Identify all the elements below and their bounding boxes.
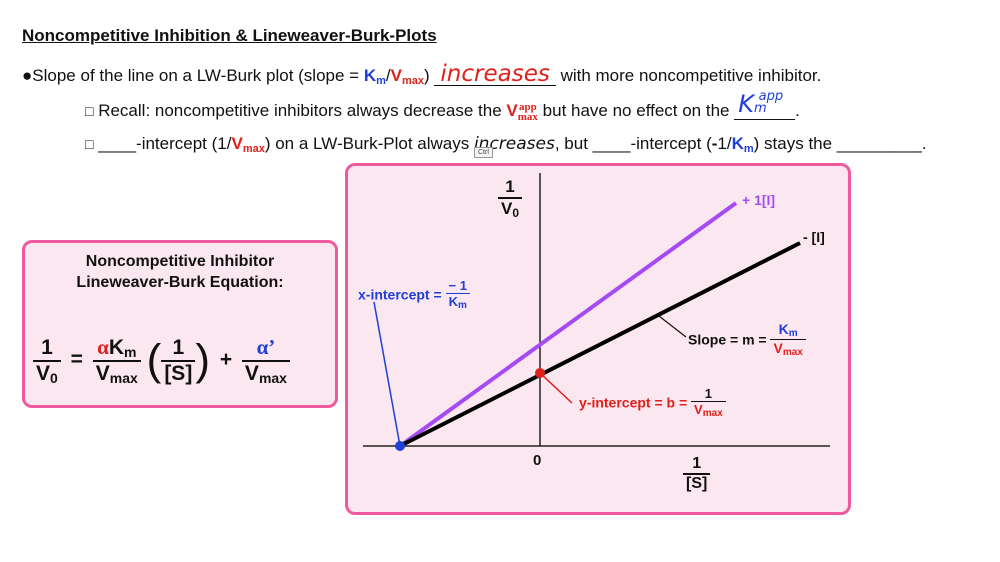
paren-close: ) xyxy=(424,66,430,85)
y-intercept-label: y-intercept = b = 1 Vmax xyxy=(579,386,726,419)
page-title: Noncompetitive Inhibition & Lineweaver-B… xyxy=(22,26,437,45)
bullet-text: Recall: noncompetitive inhibitors always… xyxy=(98,101,507,120)
km-symbol: Km xyxy=(731,134,754,155)
vmax-app-symbol: V xyxy=(506,101,518,120)
paren-open: ( xyxy=(146,335,162,385)
slope-pointer xyxy=(658,315,687,338)
inhibited-line-label: + 1[I] xyxy=(742,192,776,208)
x-intercept-pointer xyxy=(373,301,401,447)
bullet-text-end: with more noncompetitive inhibitor. xyxy=(555,66,822,85)
x-intercept-label: x-intercept = − 1 Km xyxy=(358,278,470,311)
period: . xyxy=(795,101,800,120)
paren-close: ) xyxy=(195,335,210,385)
equals-sign: = xyxy=(70,348,83,372)
bullet-text: ) on a LW-Burk-Plot always xyxy=(264,134,474,153)
blank: _________ xyxy=(836,134,922,153)
slash: / xyxy=(385,66,391,85)
origin-label: 0 xyxy=(533,452,542,469)
x-intercept-point xyxy=(395,441,405,451)
checkbox-icon: □ xyxy=(85,136,94,152)
bullet-text: -intercept (1/ xyxy=(136,134,232,153)
plus-sign: + xyxy=(219,348,233,372)
bullet-text: -intercept ( xyxy=(630,134,712,153)
y-intercept-point xyxy=(535,368,545,378)
lineweaver-burk-plot xyxy=(345,163,851,515)
bullet-text: , but xyxy=(554,134,593,153)
neg-sign: - xyxy=(711,134,718,153)
bullet-text-end: but have no effect on the xyxy=(537,101,730,120)
slope-label: Slope = m = Km Vmax xyxy=(688,321,806,358)
checkbox-icon: □ xyxy=(85,103,94,119)
bullet-text: Slope of the line on a LW-Burk plot (slo… xyxy=(32,66,364,85)
handwritten-answer-increases: increases xyxy=(434,63,556,86)
uninhibited-line-label: - [I] xyxy=(803,229,825,245)
km-symbol: Km xyxy=(363,66,386,87)
x-axis-label: 1 [S] xyxy=(683,455,711,493)
slope-fraction: αKm Vmax xyxy=(92,335,141,386)
uninhibited-line xyxy=(399,241,801,448)
bullet-intercepts: □ ____-intercept (1/Vmax) on a LW-Burk-P… xyxy=(85,134,927,155)
vmax-symbol: Vmax xyxy=(231,134,265,155)
equation-title: Noncompetitive Inhibitor Lineweaver-Burk… xyxy=(76,253,284,291)
bullet-text: ) stays the xyxy=(753,134,837,153)
lhs-fraction: 1 V0 xyxy=(33,336,61,386)
one: 1/ xyxy=(717,134,732,153)
equation-box: Noncompetitive Inhibitor Lineweaver-Burk… xyxy=(22,240,338,408)
y-axis-label: 1 V0 xyxy=(498,177,523,220)
handwritten-increases: increases xyxy=(473,134,555,154)
bullet-slope: ●Slope of the line on a LW-Burk plot (sl… xyxy=(22,63,822,88)
inverse-s-fraction: 1 [S] xyxy=(161,336,196,386)
ctrl-tooltip: Ctrl xyxy=(474,147,493,158)
inhibited-line xyxy=(398,201,738,448)
bullet-recall: □ Recall: noncompetitive inhibitors alwa… xyxy=(85,89,800,124)
vmax-app-stack: app max xyxy=(517,100,538,123)
bullet-marker: ● xyxy=(22,66,33,85)
handwritten-answer-km-app: Kmapp xyxy=(734,89,796,120)
intercept-fraction: α’ Vmax xyxy=(241,335,290,386)
lineweaver-burk-equation: 1 V0 = αKm Vmax (1 [S]) + α’ Vmax xyxy=(33,335,290,386)
y-intercept-pointer xyxy=(539,372,573,404)
blank: ____ xyxy=(98,134,137,153)
period: . xyxy=(921,134,927,153)
blank: ____ xyxy=(592,134,631,153)
vmax-symbol: Vmax xyxy=(390,66,424,87)
